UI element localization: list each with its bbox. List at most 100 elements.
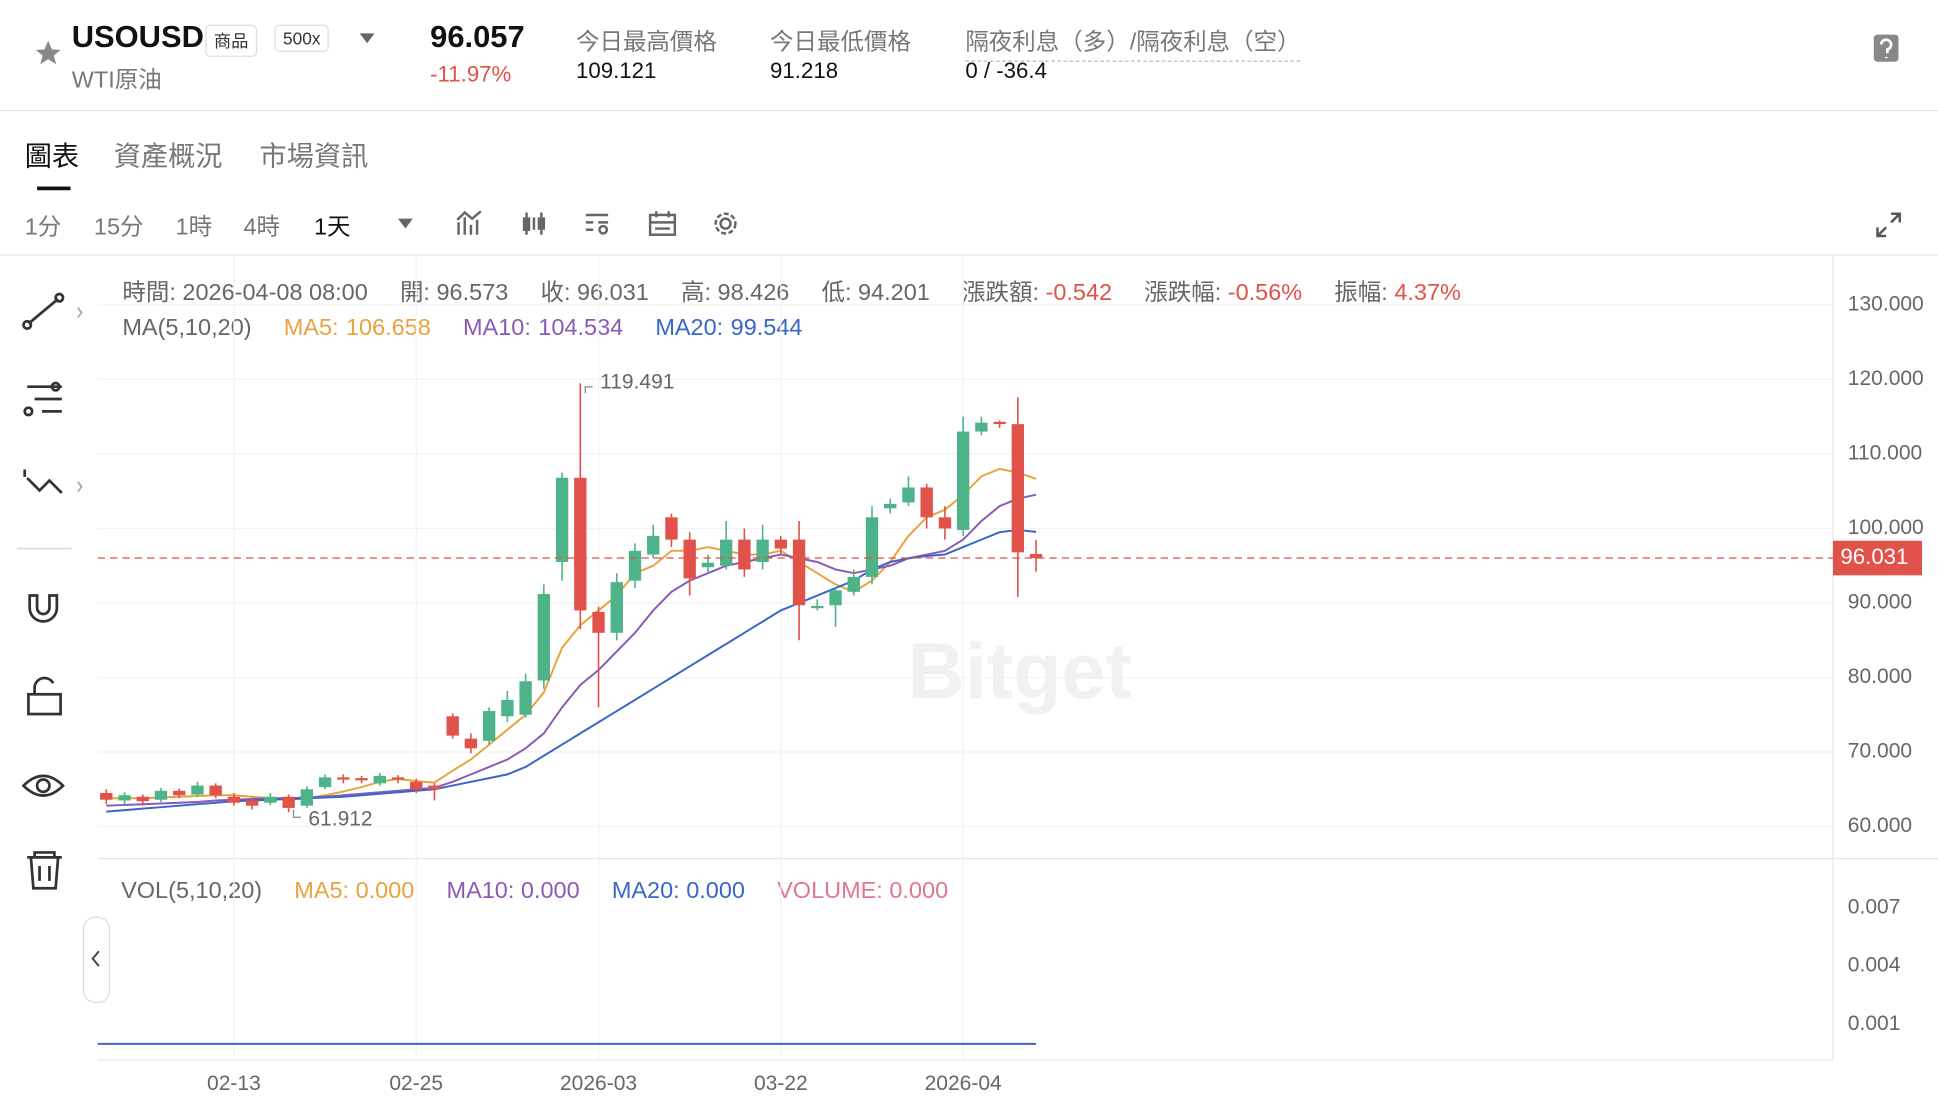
candle-body	[337, 777, 350, 780]
dropdown[interactable]	[358, 32, 375, 44]
candle-body	[282, 796, 295, 808]
candle-body	[482, 711, 496, 741]
candle-body	[574, 477, 587, 611]
interval[interactable]: 1天	[313, 214, 351, 241]
y-tick-label: 80.000	[1848, 665, 1912, 688]
candle-body	[154, 790, 168, 800]
legend-item: MA5: 0.000	[294, 878, 415, 905]
candle-body	[592, 611, 605, 633]
stat-value: 91.218	[770, 58, 839, 83]
volume-tick-label: 0.001	[1848, 1012, 1901, 1035]
candle-body	[902, 487, 915, 503]
candle-body	[956, 431, 970, 530]
candle-body	[1011, 424, 1025, 553]
info-item: 漲跌幅: -0.56%	[1144, 274, 1302, 307]
candle-body	[355, 778, 368, 781]
symbol-name: WTI原油	[71, 67, 162, 94]
leverage[interactable]: 500x	[274, 24, 330, 52]
candle-body	[464, 738, 478, 749]
value: -0.56%	[1227, 280, 1303, 307]
interval[interactable]: 4時	[243, 214, 281, 241]
legend-value: 104.534	[538, 315, 624, 341]
interval[interactable]: 1分	[24, 214, 62, 241]
candle-body	[829, 590, 842, 606]
tab[interactable]: 資產概況	[113, 140, 223, 172]
legend-title: MA(5,10,20)	[122, 315, 252, 341]
value: 94.201	[858, 280, 930, 307]
y-tick-label: 120.000	[1848, 367, 1924, 390]
info-item: 漲跌額: -0.542	[962, 274, 1112, 307]
label: 收:	[540, 280, 571, 307]
info-item: 振幅: 4.37%	[1334, 274, 1461, 307]
value: 4.37%	[1394, 280, 1461, 307]
info-item: 開: 96.573	[400, 274, 508, 307]
candle-body	[173, 790, 186, 796]
drawing-toolbar[interactable]	[17, 284, 91, 902]
candle-body	[975, 422, 988, 432]
interval[interactable]: 1時	[175, 214, 213, 241]
candle-body	[847, 576, 860, 592]
candle-body	[938, 517, 952, 529]
chevron	[91, 950, 100, 967]
legend-label: MA5:	[283, 315, 339, 341]
candle-body	[501, 699, 514, 717]
candle-body	[774, 539, 788, 549]
candle-body	[391, 777, 405, 780]
interval[interactable]: 15分	[93, 214, 144, 241]
x-tick-label: 03-22	[754, 1072, 808, 1095]
candle-body	[191, 785, 204, 795]
fullscreen-icon[interactable]	[1874, 210, 1904, 240]
candle-body	[647, 535, 660, 555]
candle-body	[537, 594, 551, 681]
candle-body	[446, 716, 459, 736]
candle-body	[628, 550, 642, 581]
annotation-arrow	[292, 809, 301, 818]
y-tick-label: 90.000	[1848, 591, 1912, 614]
candle-body	[756, 539, 769, 562]
candle-body	[865, 517, 879, 577]
info-item: 收: 96.031	[540, 274, 648, 307]
stat-value: 109.121	[575, 58, 657, 83]
legend-label: MA10:	[462, 315, 531, 341]
candle-body	[136, 796, 149, 802]
candle-body	[993, 421, 1006, 425]
candle-body	[792, 539, 806, 606]
divider	[0, 254, 1938, 256]
candle-body	[555, 477, 569, 562]
stat-label[interactable]: 隔夜利息（多）/隔夜利息（空）	[965, 23, 1301, 62]
candle-body	[227, 796, 241, 803]
candle-body	[118, 795, 131, 801]
star-icon[interactable]	[35, 40, 62, 67]
help-icon[interactable]	[1871, 32, 1901, 64]
collapse-button[interactable]	[82, 916, 111, 1004]
high-annotation: 119.491	[600, 371, 674, 394]
dropdown[interactable]	[397, 217, 414, 229]
tab[interactable]: 市場資訊	[259, 140, 369, 172]
label: 高:	[680, 280, 711, 307]
candle-body	[264, 796, 277, 803]
x-tick-label: 02-25	[389, 1072, 443, 1095]
last-price-box	[1832, 540, 1922, 576]
info-item: 高: 98.426	[681, 274, 789, 307]
tab[interactable]: 圖表	[24, 140, 80, 172]
candle-body	[811, 605, 824, 609]
badge: 商品	[205, 24, 258, 57]
x-tick-label: 2026-04	[925, 1072, 1002, 1095]
ohlc-info: 時間: 2026-04-08 08:00 開: 96.573 收: 96.031…	[122, 274, 1461, 307]
ma-line	[106, 528, 1037, 813]
y-tick-label: 130.000	[1848, 292, 1924, 315]
candle-body	[100, 793, 113, 800]
y-tick-label: 60.000	[1848, 814, 1912, 837]
label: 漲跌額:	[962, 280, 1039, 307]
volume-legend: VOL(5,10,20) MA5: 0.000 MA10: 0.000 MA20: …	[121, 878, 948, 905]
y-tick-label: 70.000	[1848, 740, 1912, 763]
last-price-label: 96.031	[1840, 544, 1908, 569]
symbol: USOUSD	[71, 19, 204, 55]
label: 漲跌幅:	[1144, 280, 1222, 307]
candle-body	[683, 539, 696, 579]
toolbar-icons[interactable]	[455, 208, 752, 240]
candle-body	[245, 800, 259, 806]
price-change: -11.97%	[430, 61, 512, 87]
value: -0.542	[1045, 280, 1113, 307]
